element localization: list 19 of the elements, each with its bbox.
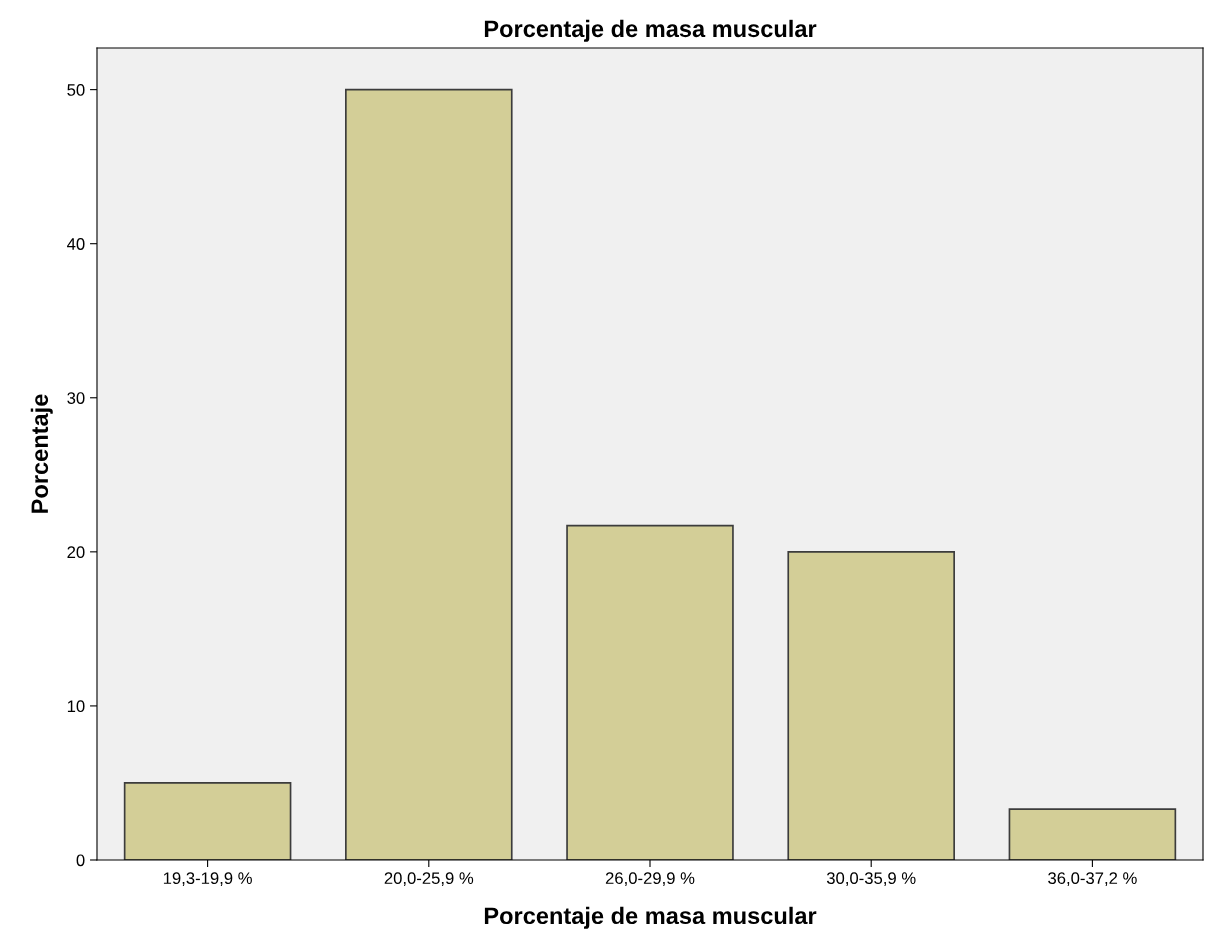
y-tick-label: 40 (67, 238, 85, 250)
chart-title: Porcentaje de masa muscular (484, 19, 817, 42)
x-tick-label: 20,0-25,9 % (384, 872, 474, 887)
bar (345, 88, 513, 860)
x-axis-title: Porcentaje de masa muscular (484, 906, 817, 929)
y-tick-label: 50 (67, 84, 85, 96)
y-tick-label: 30 (67, 392, 85, 404)
y-tick-label: 10 (67, 700, 85, 713)
y-tick-label: 20 (67, 546, 85, 559)
x-tick-label: 30,0-35,9 % (826, 872, 916, 887)
bar (566, 524, 734, 860)
y-tick-label: 0 (76, 854, 85, 867)
bar (1008, 808, 1177, 860)
bar (787, 551, 955, 860)
x-tick-label: 26,0-29,9 % (605, 872, 695, 887)
y-axis-title: Porcentaje (30, 394, 53, 513)
bar (123, 782, 292, 860)
x-tick-label: 19,3-19,9 % (163, 872, 252, 887)
x-tick-label: 36,0-37,2 % (1048, 872, 1137, 887)
